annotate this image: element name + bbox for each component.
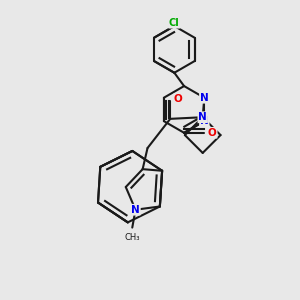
Text: O: O [174,94,183,104]
Text: CH₃: CH₃ [124,233,140,242]
Text: Cl: Cl [169,18,180,28]
Text: N: N [198,112,207,122]
Text: O: O [208,128,217,138]
Text: N: N [131,205,140,215]
Text: N: N [200,116,209,126]
Text: N: N [200,93,209,103]
